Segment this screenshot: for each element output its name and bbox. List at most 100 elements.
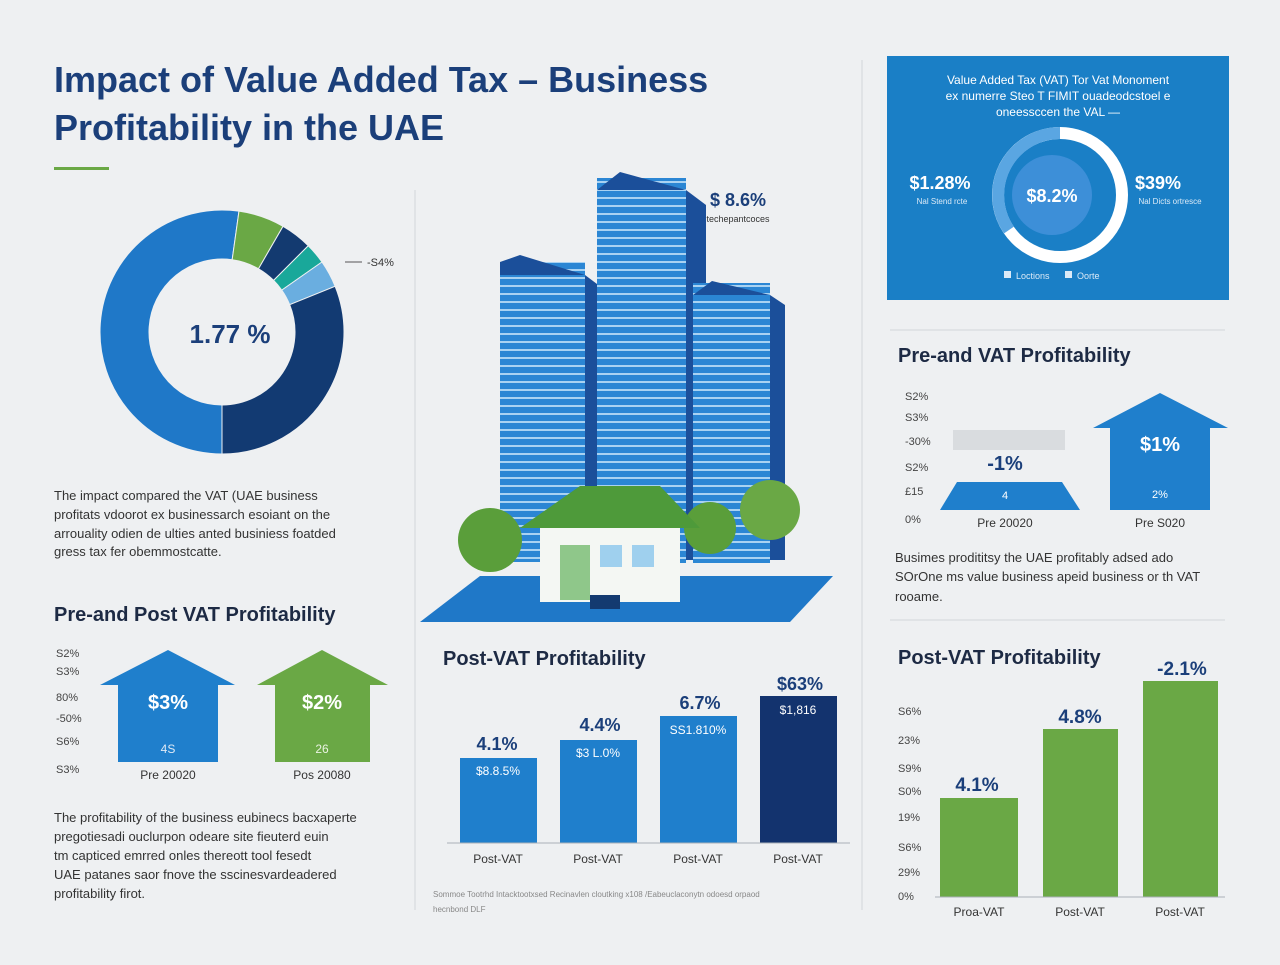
info-left-value: $1.28% [909, 173, 970, 193]
arrow-shape [257, 650, 388, 762]
paragraph: SOrOne ms value business apeid business … [895, 569, 1200, 584]
info-title: Value Added Tax (VAT) Tor Vat Monoment [947, 73, 1170, 87]
arrow-sub: 2% [1152, 489, 1168, 501]
paragraph: gress tax fer obemmostcatte. [54, 544, 222, 559]
bar [1143, 681, 1218, 897]
axis-label: S6% [56, 736, 79, 748]
title: Impact of Value Added Tax – Business [54, 59, 708, 100]
legend-swatch [1065, 271, 1072, 278]
bar-inner-label: $3 L.0% [576, 746, 620, 760]
legend-swatch [1004, 271, 1011, 278]
arrow-shape [100, 650, 235, 762]
ring-segment [992, 127, 1061, 234]
x-label: Post-VAT [673, 852, 723, 866]
paragraph: The profitability of the business eubine… [54, 810, 357, 825]
axis-label: -30% [905, 436, 931, 448]
paragraph: The impact compared the VAT (UAE busines… [54, 488, 318, 503]
axis-label: 80% [56, 692, 78, 704]
x-label: Pre 20020 [977, 516, 1033, 530]
bar-top-label: 4.1% [476, 734, 517, 754]
bar [1043, 729, 1118, 897]
section-title: Pre-and Post VAT Profitability [54, 604, 336, 626]
illustration [420, 172, 833, 622]
legend-label: Oorte [1077, 271, 1100, 281]
axis-label: S3% [56, 764, 79, 776]
x-label: Post-VAT [473, 852, 523, 866]
title-underline [54, 167, 109, 170]
axis-label: S9% [898, 763, 921, 775]
bar-inner-label: $1,816 [780, 703, 817, 717]
section-title: Post-VAT Profitability [898, 647, 1101, 669]
bar-inner-label: $8.8.5% [476, 764, 520, 778]
tower-caption: techepantcoces [706, 214, 770, 224]
info-title: ex numerre Steo T FIMIT ouadeodcstoel e [946, 89, 1171, 103]
paragraph: UAE patanes saor fnove the sscinesvardea… [54, 867, 337, 882]
axis-label: 0% [898, 891, 914, 903]
x-label: Post-VAT [573, 852, 623, 866]
legend-label: Loctions [1016, 271, 1050, 281]
source: hecnbond DLF [433, 905, 486, 914]
arrow-sub: 4 [1002, 490, 1008, 502]
tower-value: $ 8.6% [710, 190, 766, 210]
axis-label: S2% [905, 462, 928, 474]
paragraph: arrouality odien de ulties anted businie… [54, 526, 336, 541]
axis-label: S0% [898, 786, 921, 798]
bar-top-label: $63% [777, 674, 823, 694]
axis-label: S3% [905, 412, 928, 424]
x-label: Post-VAT [1155, 905, 1205, 919]
axis-label: S2% [905, 391, 928, 403]
x-label: Proa-VAT [954, 905, 1006, 919]
donut [99, 209, 345, 455]
arrow-shape [940, 482, 1080, 510]
x-label: Post-VAT [1055, 905, 1105, 919]
bar [940, 798, 1018, 897]
axis-label: £15 [905, 486, 923, 498]
bar [460, 758, 537, 843]
paragraph: pregotiesadi ouclurpon odeare site fieut… [54, 829, 329, 844]
donut-center-label: 1.77 % [190, 319, 271, 349]
paragraph: Busimes prodititsy the UAE profitably ad… [895, 550, 1173, 565]
axis-label: 19% [898, 812, 920, 824]
info-right-caption: Nal Dicts ortresce [1138, 197, 1202, 206]
info-left-caption: Nal Stend rcte [917, 197, 968, 206]
x-label: Pre 20020 [140, 768, 196, 782]
axis-label: S6% [898, 706, 921, 718]
arrow-value: $1% [1140, 434, 1180, 456]
arrow-value: $2% [302, 692, 342, 714]
info-right-value: $39% [1135, 173, 1181, 193]
bar-top-label: 4.4% [579, 715, 620, 735]
axis-label: S3% [56, 666, 79, 678]
paragraph: profitability firot. [54, 886, 145, 901]
x-label: Post-VAT [773, 852, 823, 866]
bar-top-label: -2.1% [1157, 659, 1207, 680]
axis-label: 29% [898, 867, 920, 879]
bar-inner-label: SS1.810% [670, 723, 727, 737]
section-title: Pre-and VAT Profitability [898, 345, 1131, 367]
donut-side-label: -S4% [367, 257, 394, 269]
info-center-value: $8.2% [1026, 186, 1077, 206]
donut-segment [99, 209, 240, 455]
arrow-sub: 4S [161, 742, 176, 756]
bar [760, 696, 837, 843]
title: Profitability in the UAE [54, 107, 444, 148]
axis-label: 0% [905, 514, 921, 526]
paragraph: tm capticed emrred onles thereott tool f… [54, 848, 312, 863]
section-title: Post-VAT Profitability [443, 648, 646, 670]
donut-segment [221, 285, 345, 455]
paragraph: rooame. [895, 589, 943, 604]
bar-top-label: 4.8% [1058, 707, 1101, 728]
arrow-value: -1% [987, 453, 1023, 475]
source: Sommoe Tootrhd Intacktootxsed Recinavlen… [433, 890, 760, 899]
arrow-value: $3% [148, 692, 188, 714]
ring-center [1012, 155, 1092, 235]
arrow-shape [1093, 393, 1228, 510]
paragraph: profitats vdoorot ex businessarch esoian… [54, 507, 330, 522]
pre-bar [953, 430, 1065, 450]
bar [660, 716, 737, 843]
bar-top-label: 4.1% [955, 775, 998, 796]
axis-label: S2% [56, 648, 79, 660]
bar [560, 740, 637, 843]
x-label: Pre S020 [1135, 516, 1185, 530]
